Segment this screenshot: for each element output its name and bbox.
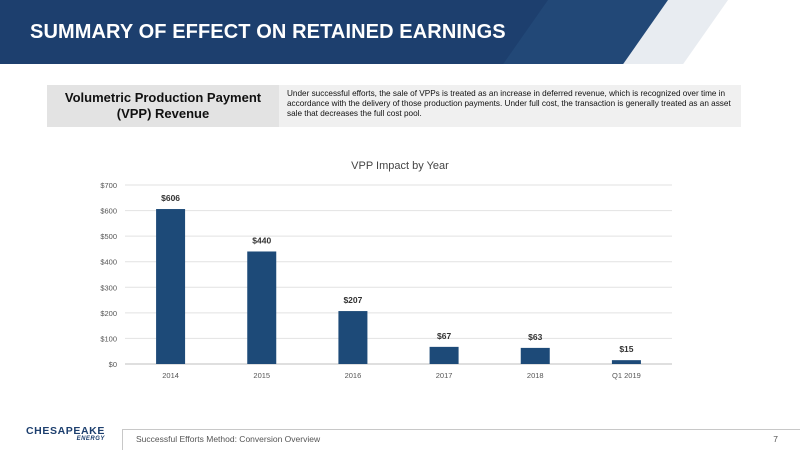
y-tick-label: $500 <box>100 232 117 241</box>
bar-chart: $0 $100 $200 $300 $400 $500 $600 $700 $606 2014 $4… <box>100 181 672 380</box>
x-tick-label: 2016 <box>345 371 362 380</box>
y-tick-label: $300 <box>100 283 117 292</box>
data-label: $67 <box>437 331 451 341</box>
footer-divider <box>122 429 800 430</box>
data-label: $63 <box>528 332 542 342</box>
y-tick-label: $400 <box>100 258 117 267</box>
y-tick-label: $700 <box>100 181 117 190</box>
logo-subtext: ENERGY <box>76 436 105 442</box>
bar <box>520 347 550 364</box>
x-tick-label: 2015 <box>253 371 270 380</box>
info-box: Volumetric Production Payment (VPP) Reve… <box>47 85 741 127</box>
bar <box>429 346 459 364</box>
bar <box>338 311 368 364</box>
info-label: Volumetric Production Payment (VPP) Reve… <box>47 85 279 127</box>
data-label: $606 <box>161 193 180 203</box>
x-tick-label: Q1 2019 <box>612 371 641 380</box>
x-tick-label: 2014 <box>162 371 179 380</box>
header-banner: SUMMARY OF EFFECT ON RETAINED EARNINGS <box>0 0 800 64</box>
y-tick-label: $200 <box>100 309 117 318</box>
info-text: Under successful efforts, the sale of VP… <box>287 89 731 119</box>
y-tick-label: $0 <box>109 360 117 369</box>
x-tick-label: 2018 <box>527 371 544 380</box>
logo-wordmark: CHESAPEAKE <box>26 425 105 437</box>
data-label: $207 <box>343 295 362 305</box>
x-tick-label: 2017 <box>436 371 453 380</box>
y-tick-label: $100 <box>100 334 117 343</box>
footer-divider <box>122 429 123 450</box>
bar <box>611 360 641 364</box>
data-label: $15 <box>619 344 633 354</box>
data-label: $440 <box>252 235 271 245</box>
footer-text: Successful Efforts Method: Conversion Ov… <box>136 434 321 444</box>
chart-title: VPP Impact by Year <box>351 160 449 172</box>
company-logo: CHESAPEAKE ENERGY <box>26 425 105 442</box>
bar <box>247 251 277 364</box>
page-number: 7 <box>773 434 778 444</box>
y-tick-label: $600 <box>100 207 117 216</box>
page-title: SUMMARY OF EFFECT ON RETAINED EARNINGS <box>30 21 506 43</box>
bar <box>156 209 186 364</box>
